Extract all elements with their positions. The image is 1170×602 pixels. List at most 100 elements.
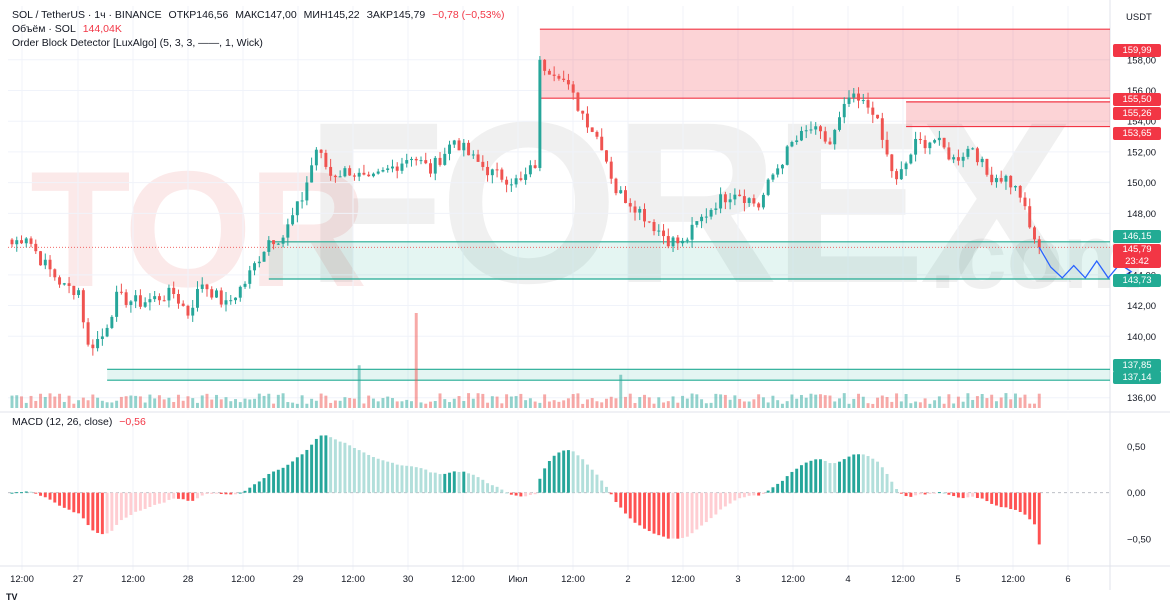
price-level-label[interactable]: 143,73 [1113,274,1161,287]
candle [53,268,57,281]
macd-bar [914,492,918,496]
candle-body [62,283,66,285]
volume-bar [267,393,271,408]
price-level-label[interactable]: 137,85 [1113,359,1161,372]
candle-body [643,208,646,222]
candle [219,287,223,308]
candle [438,152,442,167]
price-level-label[interactable]: 137,14 [1113,371,1161,384]
macd-bar [876,461,880,493]
candle-body [633,206,637,213]
macd-bar [162,492,166,503]
legend-symbol[interactable]: SOL / TetherUS · 1ч · BINANCE [12,9,162,21]
candle [685,237,689,244]
candle-body [785,146,789,165]
candle-body [638,208,642,213]
candle [24,237,28,248]
candle-body [77,290,81,296]
candle [585,106,589,133]
legend-indicator[interactable]: Order Block Detector [LuxAlgo] (5, 3, 3,… [12,37,267,50]
tradingview-logo: TV [6,592,18,602]
currency-label[interactable]: USDT [1126,12,1152,23]
price-level-label[interactable]: 153,65 [1113,127,1161,140]
macd-bar [871,458,875,493]
macd-bar [999,492,1003,508]
candle [956,149,960,166]
order-block-bullish [107,369,1110,381]
macd-bar [585,464,589,493]
volume-bar [899,401,903,408]
candle-body [676,237,680,244]
volume-bar [400,401,404,408]
candle [823,126,827,144]
candle [414,156,418,166]
volume-bar [124,396,128,408]
candle [790,140,794,148]
macd-bar [481,479,485,493]
candle [429,159,432,178]
candle [947,142,951,161]
candle [795,135,799,145]
macd-bar [809,460,813,493]
volume-bar [34,400,38,408]
candle [357,168,361,182]
candle [652,219,656,236]
volume-bar [524,400,528,408]
macd-bar [676,492,680,539]
macd-bar [790,471,794,493]
volume-bar [86,400,90,408]
candle [424,152,428,165]
volume-bar [614,398,618,408]
macd-bar [457,471,461,493]
candle-body [15,240,19,245]
time-tick-label: 27 [73,574,84,585]
current-price-label[interactable]: 145,79 23:42 [1113,244,1161,268]
candle-body [390,166,394,169]
volume-bar [362,403,366,408]
legend-change: −0,78 (−0,53%) [432,9,505,21]
candle [81,288,85,329]
volume-bar [58,393,62,408]
candle [766,178,770,197]
candle-body [585,113,589,128]
macd-bar [143,492,147,509]
candle-body [538,59,542,168]
candle-body [20,240,23,244]
candle [543,59,547,76]
volume-bar [48,393,52,408]
time-tick-label: 29 [293,574,304,585]
legend-macd[interactable]: MACD (12, 26, close) −0,56 [12,416,150,429]
candle-body [994,178,998,183]
candle-body [167,287,171,301]
macd-bar [438,474,442,493]
price-level-label[interactable]: 155,26 [1113,107,1161,120]
volume-bar [143,402,147,408]
volume-bar [229,401,233,408]
candle-body [29,238,33,244]
candle-body [467,142,471,156]
candle [281,235,285,248]
candle-body [533,165,537,168]
legend-volume[interactable]: Объём · SOL 144,04K [12,23,126,36]
candle [324,149,328,170]
macd-bar [776,483,780,493]
macd-bar [814,459,818,493]
candle-body [357,172,361,177]
candle-body [757,203,761,208]
price-tick-label: 154,00 [1127,117,1156,128]
volume-bar [528,398,532,408]
price-level-label[interactable]: 159,99 [1113,44,1161,57]
candle [1009,175,1013,195]
candle [676,234,680,250]
macd-bar [314,438,318,493]
macd-bar [819,459,822,493]
macd-bar [975,492,979,499]
candle-body [1023,197,1027,207]
candle-body [457,140,461,151]
price-level-label[interactable]: 155,50 [1113,93,1161,106]
macd-bar [267,473,271,493]
price-level-label[interactable]: 146,15 [1113,230,1161,243]
candle-body [776,168,780,175]
